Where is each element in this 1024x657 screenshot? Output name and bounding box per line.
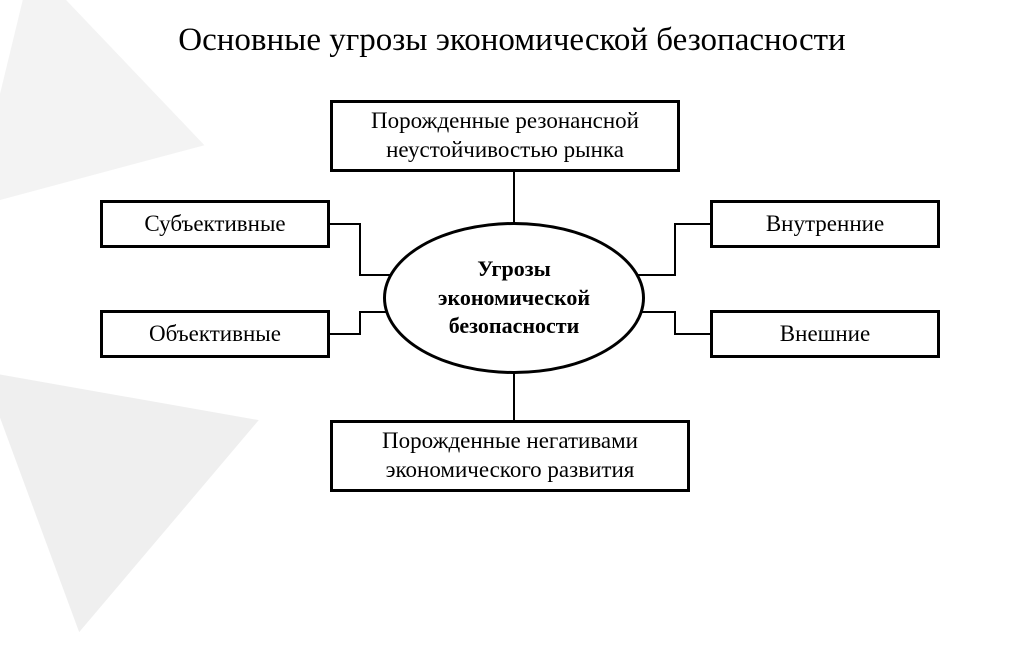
edge bbox=[632, 224, 710, 275]
edge bbox=[632, 312, 710, 334]
node-left2: Объективные bbox=[100, 310, 330, 358]
page-title: Основные угрозы экономической безопаснос… bbox=[0, 22, 1024, 59]
node-right2: Внешние bbox=[710, 310, 940, 358]
diagram-container: Угрозы экономической безопасности Порожде… bbox=[0, 80, 1024, 574]
node-left1: Субъективные bbox=[100, 200, 330, 248]
node-label: Субъективные bbox=[144, 210, 285, 239]
node-label: Порожденные негативами экономического ра… bbox=[382, 427, 638, 485]
node-right1: Внутренние bbox=[710, 200, 940, 248]
node-label: Внешние bbox=[780, 320, 870, 349]
node-label: Объективные bbox=[149, 320, 281, 349]
node-top: Порожденные резонансной неустойчивостью … bbox=[330, 100, 680, 172]
node-label: Порожденные резонансной неустойчивостью … bbox=[371, 107, 639, 165]
node-bottom: Порожденные негативами экономического ра… bbox=[330, 420, 690, 492]
edge bbox=[330, 224, 396, 275]
node-label: Внутренние bbox=[766, 210, 884, 239]
center-node: Угрозы экономической безопасности bbox=[383, 222, 645, 374]
center-node-label: Угрозы экономической безопасности bbox=[438, 255, 590, 341]
